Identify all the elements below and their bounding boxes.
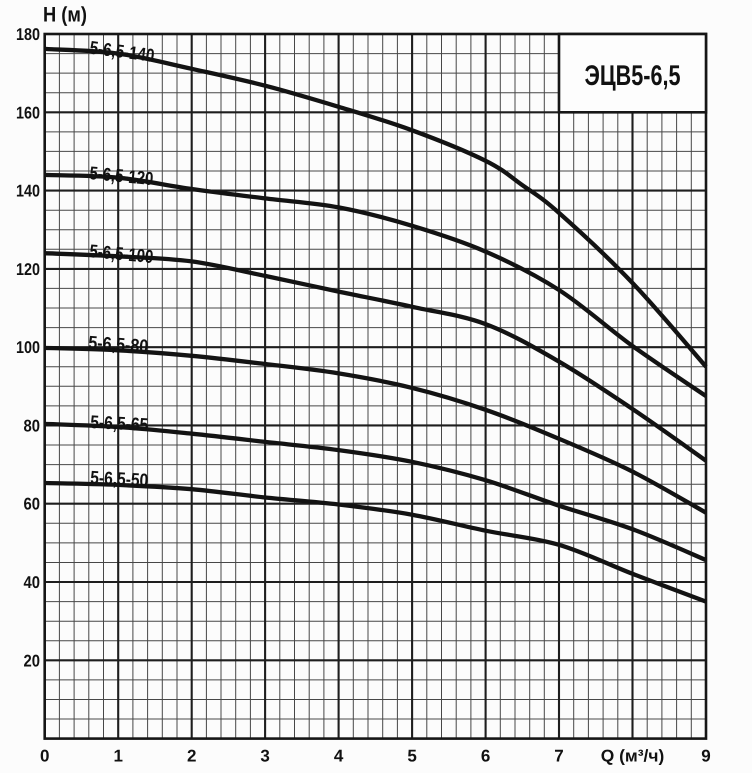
svg-text:140: 140 — [16, 182, 40, 201]
svg-text:3: 3 — [260, 747, 269, 766]
svg-text:40: 40 — [24, 573, 41, 592]
svg-text:H (м): H (м) — [43, 4, 87, 27]
svg-text:7: 7 — [554, 747, 563, 766]
svg-text:1: 1 — [113, 747, 122, 766]
svg-text:6: 6 — [481, 747, 490, 766]
svg-text:180: 180 — [16, 25, 40, 44]
svg-text:5-6,5-50: 5-6,5-50 — [90, 467, 149, 491]
svg-text:9: 9 — [701, 747, 710, 766]
svg-text:100: 100 — [16, 338, 40, 357]
svg-text:ЭЦВ5-6,5: ЭЦВ5-6,5 — [585, 60, 681, 92]
svg-text:0: 0 — [40, 747, 49, 766]
svg-text:5-6,5-65: 5-6,5-65 — [90, 411, 149, 435]
svg-text:20: 20 — [24, 651, 41, 670]
svg-text:60: 60 — [24, 495, 41, 514]
svg-text:5-6,5-80: 5-6,5-80 — [88, 332, 149, 357]
svg-text:Q (м³/ч): Q (м³/ч) — [601, 747, 665, 766]
svg-text:120: 120 — [16, 260, 40, 279]
svg-text:160: 160 — [16, 103, 40, 122]
svg-text:5: 5 — [407, 747, 416, 766]
svg-text:2: 2 — [187, 747, 196, 766]
svg-text:80: 80 — [24, 416, 41, 435]
svg-text:4: 4 — [334, 747, 344, 766]
